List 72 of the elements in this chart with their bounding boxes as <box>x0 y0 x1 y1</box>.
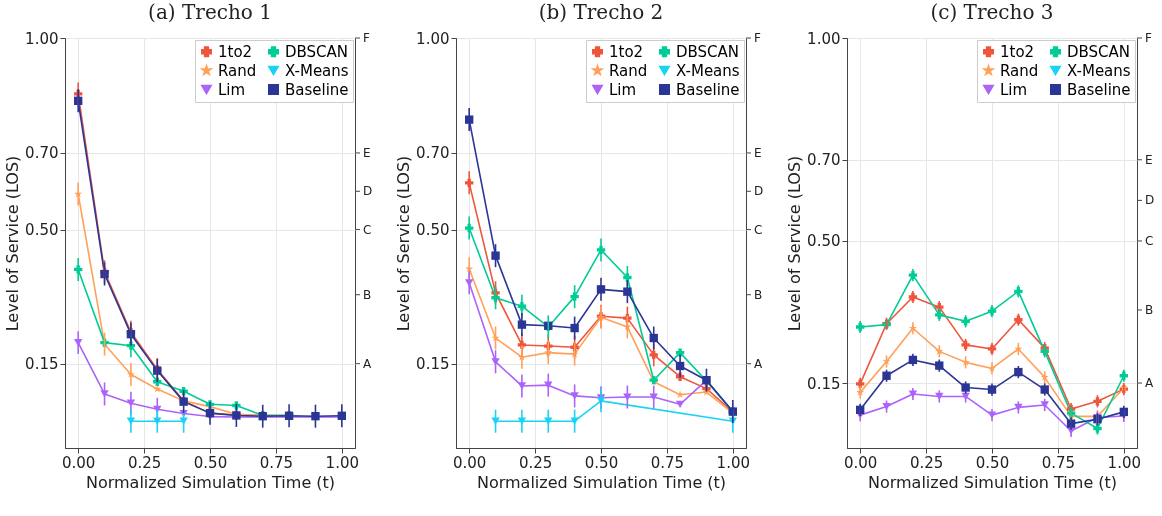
ref-line-label: F <box>754 31 761 45</box>
y-axis-title: Level of Service (LOS) <box>394 155 414 332</box>
ref-line-label: E <box>363 145 371 160</box>
chart-title: (b) Trecho 2 <box>538 0 664 24</box>
ref-line-label: C <box>363 222 372 237</box>
y-tick-label: 0.70 <box>416 144 450 163</box>
x-tick-label: 0.00 <box>61 453 96 472</box>
y-tick-label: 0.70 <box>25 144 59 163</box>
ref-line-label: A <box>363 356 372 371</box>
x-axis-title: Normalized Simulation Time (t) <box>867 472 1118 492</box>
legend-label: 1to2 <box>218 42 253 61</box>
legend-label: Rand <box>218 61 257 80</box>
legend-label: Baseline <box>1067 80 1131 99</box>
x-tick-label: 0.75 <box>259 453 294 472</box>
x-axis-title: Normalized Simulation Time (t) <box>476 472 727 492</box>
y-tick-label: 0.15 <box>807 374 841 393</box>
legend-label: Lim <box>1000 80 1028 99</box>
y-tick-label: 1.00 <box>416 29 450 48</box>
x-tick-label: 0.00 <box>452 453 487 472</box>
y-tick-label: 1.00 <box>807 29 841 48</box>
ref-line-label: B <box>363 287 372 302</box>
ref-line-label: B <box>1145 302 1154 317</box>
legend-label: 1to2 <box>1000 42 1035 61</box>
y-tick-label: 0.70 <box>807 151 841 170</box>
y-tick-label: 0.50 <box>25 221 59 240</box>
y-tick-label: 0.15 <box>416 355 450 374</box>
legend-label: 1to2 <box>609 42 644 61</box>
y-tick-label: 1.00 <box>25 29 59 48</box>
x-tick-label: 0.25 <box>127 453 162 472</box>
x-tick-label: 0.50 <box>193 453 228 472</box>
ref-line-label: A <box>754 356 763 371</box>
y-axis-title: Level of Service (LOS) <box>785 155 805 332</box>
x-tick-label: 0.75 <box>650 453 685 472</box>
ref-line-label: A <box>1145 376 1154 391</box>
legend-label: Baseline <box>676 80 740 99</box>
chart-title: (c) Trecho 3 <box>930 0 1054 24</box>
legend-label: DBSCAN <box>285 42 349 61</box>
ref-line-label: D <box>1145 193 1155 208</box>
x-tick-label: 0.25 <box>909 453 944 472</box>
y-tick-label: 0.50 <box>416 221 450 240</box>
legend-label: DBSCAN <box>676 42 740 61</box>
y-axis-title: Level of Service (LOS) <box>3 155 23 332</box>
legend-label: Baseline <box>285 80 349 99</box>
legend-label: DBSCAN <box>1067 42 1131 61</box>
x-tick-label: 0.25 <box>518 453 553 472</box>
y-tick-label: 0.50 <box>807 232 841 251</box>
chart-title: (a) Trecho 1 <box>148 0 272 24</box>
ref-line-label: D <box>363 184 373 199</box>
legend-label: Rand <box>609 61 648 80</box>
ref-line-label: B <box>754 287 763 302</box>
legend-label: X-Means <box>1067 61 1131 80</box>
ref-line-label: C <box>754 222 763 237</box>
x-tick-label: 0.75 <box>1041 453 1076 472</box>
ref-line-label: E <box>754 145 762 160</box>
x-tick-label: 0.00 <box>843 453 878 472</box>
legend-label: X-Means <box>285 61 349 80</box>
legend-label: Lim <box>609 80 637 99</box>
ref-line-label: D <box>754 184 764 199</box>
legend-label: Lim <box>218 80 246 99</box>
legend-label: X-Means <box>676 61 740 80</box>
x-tick-label: 1.00 <box>1107 453 1142 472</box>
ref-line-label: F <box>1145 31 1152 45</box>
ref-line-label: C <box>1145 233 1154 248</box>
ref-line-label: E <box>1145 152 1153 167</box>
x-axis-title: Normalized Simulation Time (t) <box>85 472 336 492</box>
x-tick-label: 1.00 <box>325 453 360 472</box>
ref-line-label: F <box>363 31 370 45</box>
y-tick-label: 0.15 <box>25 355 59 374</box>
x-tick-label: 1.00 <box>716 453 751 472</box>
x-tick-label: 0.50 <box>975 453 1010 472</box>
x-tick-label: 0.50 <box>584 453 619 472</box>
legend-label: Rand <box>1000 61 1039 80</box>
